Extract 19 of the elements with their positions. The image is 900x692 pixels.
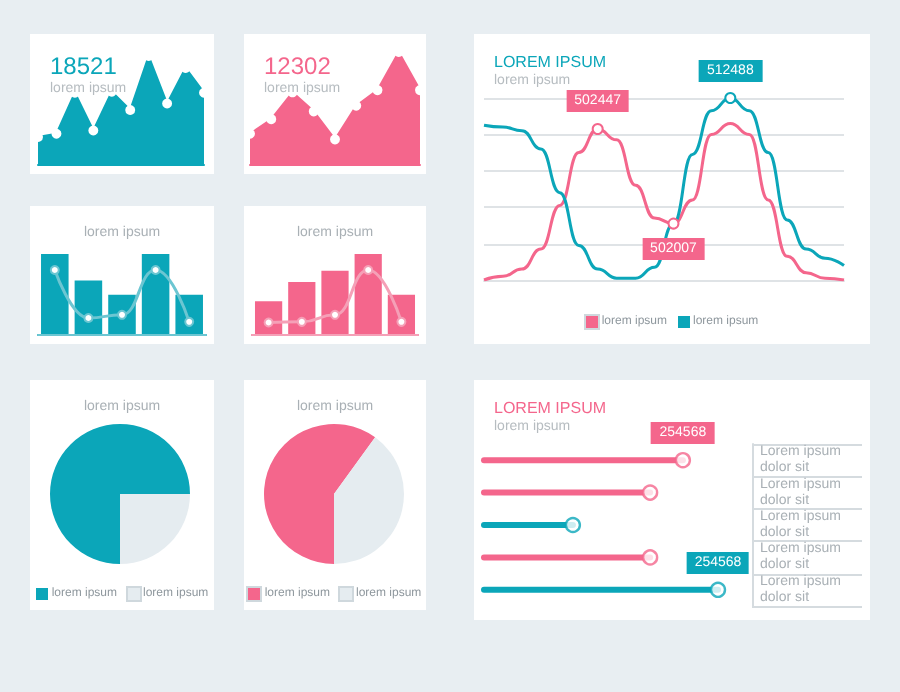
point [709, 581, 727, 598]
point [330, 309, 340, 320]
chart-title: 18521 [50, 52, 118, 80]
point [674, 452, 692, 469]
bar [321, 270, 349, 334]
chart-title: 12302 [264, 52, 332, 80]
point [396, 316, 407, 327]
point [49, 265, 60, 275]
point [641, 484, 659, 501]
point [296, 316, 307, 327]
point [363, 265, 374, 275]
point [184, 316, 195, 327]
chart-title: LOREM IPSUM [494, 53, 607, 71]
chart-title: LOREM IPSUM [494, 399, 607, 417]
point [83, 313, 94, 323]
point [564, 516, 582, 534]
bar [354, 254, 382, 334]
point [150, 265, 161, 275]
point [641, 549, 659, 566]
